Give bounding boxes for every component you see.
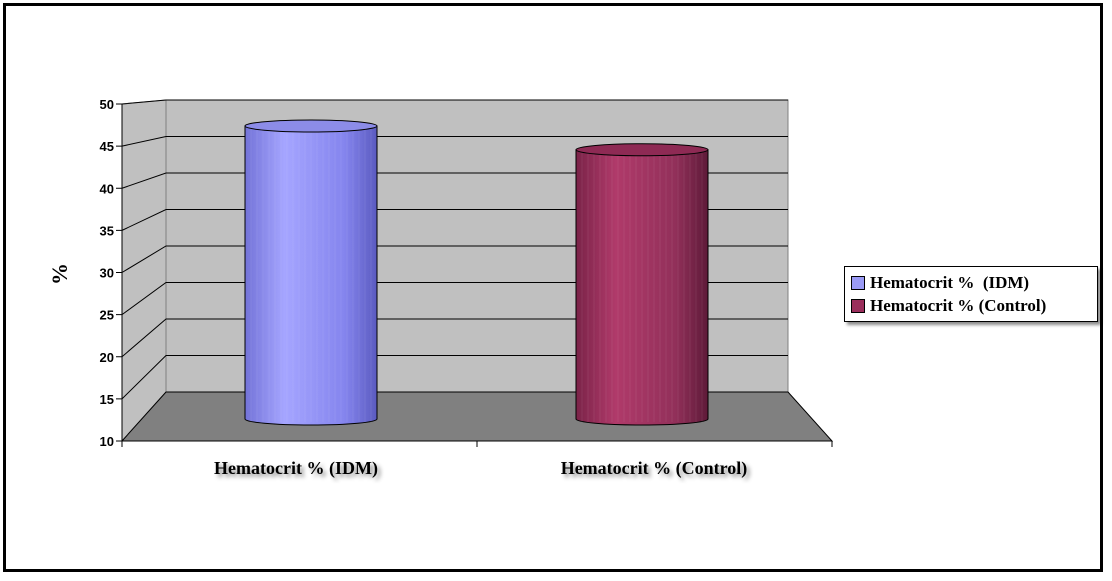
- legend-swatch-control: [851, 298, 865, 313]
- y-tick-label: 20: [100, 350, 114, 365]
- bar-body: [244, 125, 378, 426]
- gridline: [121, 136, 788, 147]
- bar-control: [575, 143, 709, 426]
- legend-item-control: Hematocrit % (Control): [851, 294, 1091, 317]
- y-axis: 10 15 20 25 30 35 40 45 50: [100, 97, 123, 449]
- bar-body: [575, 149, 709, 426]
- chart-floor: [120, 391, 834, 442]
- x-category-label: Hematocrit % (IDM): [214, 458, 378, 479]
- x-category-label: Hematocrit % (Control): [561, 458, 748, 479]
- y-axis-label: %: [47, 263, 72, 285]
- y-tick-label: 25: [100, 308, 114, 323]
- legend-label-control: Hematocrit % (Control): [870, 295, 1047, 315]
- y-tick-label: 40: [100, 181, 114, 196]
- bars: [244, 119, 709, 426]
- legend-swatch-idm: [851, 275, 865, 290]
- y-tick-label: 30: [100, 266, 114, 281]
- bar-idm: [244, 119, 378, 426]
- y-tick-label: 35: [100, 223, 114, 238]
- y-tick-label: 15: [100, 392, 114, 407]
- legend-label-idm: Hematocrit % (IDM): [870, 272, 1030, 292]
- floor: [120, 391, 834, 442]
- x-axis: Hematocrit % (IDM) Hematocrit % (Control): [121, 440, 833, 479]
- side-wall: [121, 99, 167, 443]
- legend: Hematocrit % (IDM) Hematocrit % (Control…: [844, 266, 1098, 322]
- y-tick-label: 50: [100, 97, 114, 112]
- y-tick-label: 45: [100, 139, 114, 154]
- gridline: [121, 99, 788, 105]
- bar-top: [575, 143, 709, 157]
- bar-top: [244, 119, 378, 133]
- legend-item-idm: Hematocrit % (IDM): [851, 271, 1091, 294]
- y-tick-label: 10: [100, 434, 114, 449]
